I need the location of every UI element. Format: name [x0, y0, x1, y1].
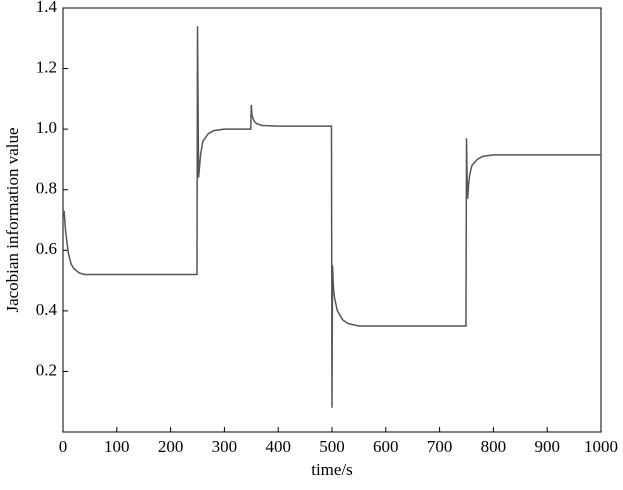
- y-tick-label: 0.2: [36, 360, 57, 379]
- x-tick-label: 0: [59, 437, 68, 456]
- data-line: [62, 26, 601, 408]
- y-tick-label: 1.4: [36, 0, 58, 16]
- x-tick-label: 600: [373, 437, 399, 456]
- y-tick-label: 1.2: [36, 57, 57, 76]
- x-tick-label: 700: [427, 437, 453, 456]
- x-tick-label: 1000: [584, 437, 618, 456]
- y-tick-label: 0.6: [36, 239, 57, 258]
- y-tick-label: 0.8: [36, 179, 57, 198]
- y-axis-label: Jacobian information value: [3, 127, 22, 312]
- y-tick-label: 0.4: [36, 300, 58, 319]
- x-tick-label: 300: [212, 437, 238, 456]
- x-tick-label: 500: [319, 437, 345, 456]
- x-tick-label: 100: [104, 437, 130, 456]
- x-tick-label: 200: [158, 437, 184, 456]
- y-tick-label: 1.0: [36, 118, 57, 137]
- x-tick-label: 900: [534, 437, 560, 456]
- x-tick-label: 800: [481, 437, 507, 456]
- x-tick-label: 400: [265, 437, 291, 456]
- x-axis-label: time/s: [311, 460, 353, 479]
